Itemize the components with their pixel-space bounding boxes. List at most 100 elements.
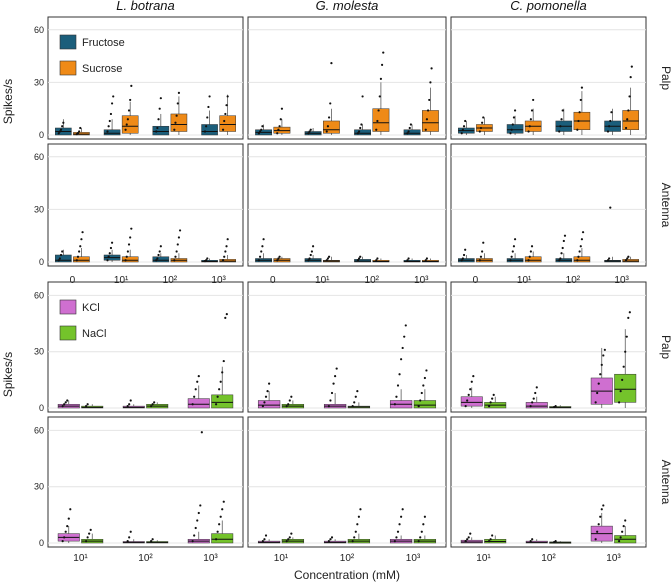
data-point xyxy=(608,125,611,128)
data-point xyxy=(257,132,261,135)
data-point xyxy=(276,132,279,135)
data-point xyxy=(290,395,293,398)
data-point xyxy=(127,243,131,246)
data-point xyxy=(396,384,400,387)
data-point xyxy=(126,250,129,253)
panel-frame xyxy=(247,143,447,267)
data-point xyxy=(512,245,516,248)
data-point xyxy=(578,111,581,114)
box-fructose xyxy=(354,129,372,136)
data-point xyxy=(560,252,563,255)
data-point xyxy=(257,259,261,262)
data-point xyxy=(425,118,429,121)
data-point xyxy=(308,257,311,260)
data-point xyxy=(617,540,621,543)
data-point xyxy=(156,257,159,260)
data-point xyxy=(127,109,131,112)
data-point xyxy=(191,540,194,543)
data-point xyxy=(407,130,410,133)
data-point xyxy=(112,95,115,98)
data-point xyxy=(258,130,262,133)
data-point xyxy=(224,316,227,320)
box-kcl xyxy=(257,400,281,409)
data-point xyxy=(263,401,266,404)
box-nacl xyxy=(413,400,437,409)
panel-frame xyxy=(47,16,244,140)
data-point xyxy=(469,388,472,391)
data-point xyxy=(628,95,631,98)
data-point xyxy=(462,253,466,257)
data-point xyxy=(425,257,429,260)
data-point xyxy=(419,536,422,539)
box-sucrose xyxy=(573,256,591,263)
panel-frame xyxy=(47,416,244,548)
data-point xyxy=(260,128,263,131)
data-point xyxy=(158,107,161,110)
data-point xyxy=(290,532,293,535)
data-point xyxy=(200,431,203,434)
data-point xyxy=(466,538,469,541)
data-point xyxy=(489,538,492,541)
data-point xyxy=(330,391,334,395)
data-point xyxy=(64,401,67,404)
data-point xyxy=(407,257,410,260)
data-point xyxy=(594,538,597,541)
data-point xyxy=(622,365,625,368)
data-point xyxy=(395,536,398,539)
data-point xyxy=(356,523,359,526)
data-point xyxy=(559,257,562,260)
data-point xyxy=(193,534,196,537)
data-point xyxy=(124,259,127,262)
data-point xyxy=(288,536,291,539)
data-point xyxy=(380,63,384,66)
box-sucrose xyxy=(121,256,139,263)
box-fructose xyxy=(55,254,72,263)
x-tick-label: 10¹ xyxy=(114,275,129,286)
data-point xyxy=(479,255,483,258)
box-fructose xyxy=(506,124,524,134)
panel-frame xyxy=(450,143,647,267)
data-point xyxy=(603,348,606,351)
data-point xyxy=(377,109,380,112)
x-tick-label: 0 xyxy=(270,275,276,286)
legend-label-nacl: NaCl xyxy=(82,328,106,340)
x-tick-label: 10² xyxy=(138,553,153,564)
data-point xyxy=(422,384,425,387)
data-point xyxy=(426,109,430,112)
data-point xyxy=(509,132,512,135)
data-point xyxy=(221,508,224,511)
x-tick-label: 10¹ xyxy=(315,275,330,286)
y-tick-label: 60 xyxy=(34,425,44,435)
data-point xyxy=(191,403,194,406)
x-tick-label: 10¹ xyxy=(274,553,289,564)
data-point xyxy=(194,388,197,391)
data-point xyxy=(197,511,200,515)
data-point xyxy=(610,111,613,114)
data-point xyxy=(330,61,333,65)
data-point xyxy=(357,130,361,133)
data-point xyxy=(608,257,611,260)
panel-frame xyxy=(47,143,244,267)
data-point xyxy=(403,335,406,338)
data-point xyxy=(86,536,89,539)
data-point xyxy=(156,126,159,130)
panel-frame xyxy=(450,281,647,413)
data-point xyxy=(307,132,310,135)
data-point xyxy=(177,91,181,95)
box-sucrose xyxy=(73,256,90,263)
data-point xyxy=(461,128,464,131)
data-point xyxy=(81,231,84,234)
data-point xyxy=(329,102,332,105)
data-point xyxy=(260,250,263,253)
x-tick-label: 10³ xyxy=(614,275,629,286)
y-tick-label: 0 xyxy=(39,257,44,267)
data-point xyxy=(277,257,280,260)
data-point xyxy=(130,84,133,87)
data-point xyxy=(64,530,67,533)
data-point xyxy=(61,540,64,543)
data-point xyxy=(599,515,602,518)
data-point xyxy=(149,540,153,543)
x-tick-label: 10³ xyxy=(606,553,621,564)
data-point xyxy=(532,397,535,400)
data-point xyxy=(419,399,422,402)
